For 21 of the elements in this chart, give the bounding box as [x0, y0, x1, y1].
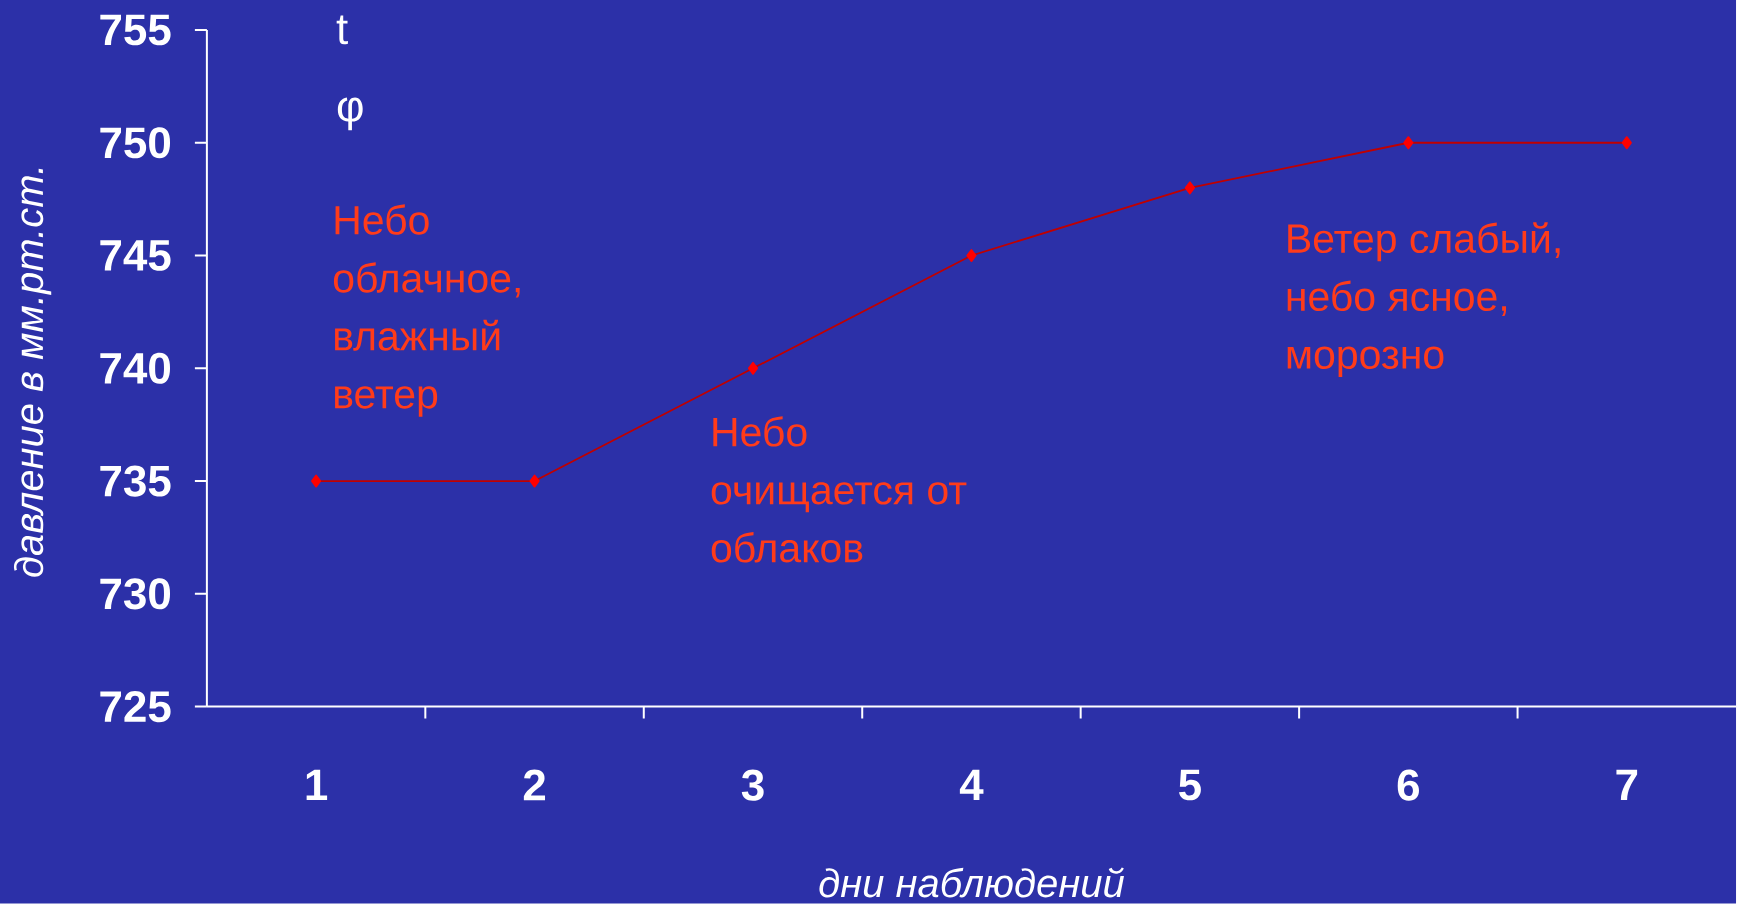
x-tick-label: 2: [523, 769, 546, 801]
x-tick-label: 6: [1397, 769, 1419, 801]
x-axis-title: дни наблюдений: [819, 867, 1124, 898]
y-tick-label: 730: [100, 578, 171, 610]
y-tick-label: 725: [100, 690, 171, 723]
x-tick-label: 1: [306, 769, 328, 800]
x-tick-label: 5: [1179, 769, 1201, 801]
y-tick-label: 755: [100, 14, 171, 46]
annotation: Небо очищается от облаков: [711, 416, 967, 563]
y-tick-label: 740: [100, 352, 171, 384]
y-tick-label: 735: [100, 465, 171, 497]
annotation: Ветер слабый, небо ясное, морозно: [1287, 222, 1560, 378]
y-tick-label: 745: [100, 240, 171, 271]
y-tick-label: 750: [100, 127, 171, 159]
x-tick-label: 3: [741, 769, 764, 801]
x-tick-label: 4: [959, 769, 984, 800]
annotation: Небо облачное, влажный ветер: [333, 204, 520, 417]
x-tick-label: 7: [1616, 769, 1638, 800]
y-axis-title: давление в мм.рт.ст.: [13, 168, 52, 577]
annotation: t: [336, 15, 348, 45]
annotation: φ: [337, 97, 363, 131]
